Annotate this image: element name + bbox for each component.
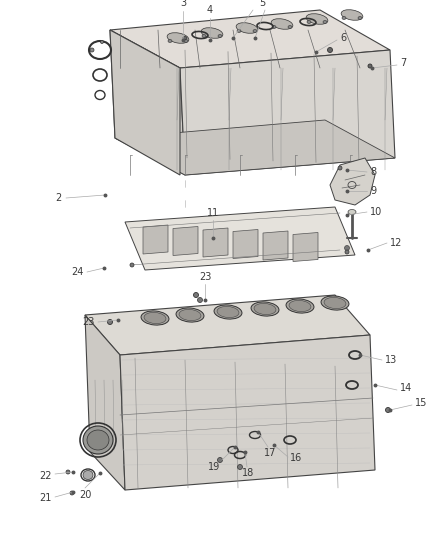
- Ellipse shape: [289, 301, 311, 312]
- Ellipse shape: [87, 430, 109, 450]
- Ellipse shape: [107, 319, 113, 325]
- Ellipse shape: [83, 426, 113, 454]
- Ellipse shape: [218, 457, 223, 463]
- Text: 24: 24: [72, 267, 84, 277]
- Ellipse shape: [130, 263, 134, 267]
- Ellipse shape: [288, 26, 292, 28]
- Ellipse shape: [167, 33, 189, 43]
- Ellipse shape: [251, 302, 279, 316]
- Polygon shape: [293, 232, 318, 262]
- Ellipse shape: [70, 491, 74, 495]
- Ellipse shape: [100, 41, 103, 44]
- Ellipse shape: [236, 23, 258, 33]
- Ellipse shape: [368, 64, 372, 68]
- Ellipse shape: [345, 250, 349, 254]
- Polygon shape: [203, 228, 228, 257]
- Text: 13: 13: [385, 355, 397, 365]
- Ellipse shape: [202, 35, 206, 37]
- Polygon shape: [110, 30, 185, 175]
- Text: 18: 18: [242, 468, 254, 478]
- Text: 19: 19: [208, 462, 220, 472]
- Ellipse shape: [342, 17, 346, 20]
- Text: 22: 22: [39, 471, 52, 481]
- Ellipse shape: [237, 464, 243, 470]
- Text: 11: 11: [207, 208, 219, 218]
- Ellipse shape: [306, 14, 328, 25]
- Ellipse shape: [328, 47, 332, 52]
- Ellipse shape: [83, 471, 93, 480]
- Text: 21: 21: [39, 493, 52, 503]
- Polygon shape: [263, 231, 288, 260]
- Ellipse shape: [218, 35, 222, 37]
- Polygon shape: [115, 120, 395, 175]
- Polygon shape: [85, 295, 370, 355]
- Ellipse shape: [184, 39, 188, 43]
- Text: 14: 14: [400, 383, 412, 393]
- Text: 16: 16: [290, 453, 302, 463]
- Ellipse shape: [324, 297, 346, 309]
- Polygon shape: [180, 50, 395, 175]
- Text: 12: 12: [390, 238, 403, 248]
- Text: 2: 2: [56, 193, 62, 203]
- Ellipse shape: [272, 26, 276, 28]
- Text: 3: 3: [180, 0, 186, 8]
- Ellipse shape: [271, 19, 293, 29]
- Polygon shape: [173, 227, 198, 255]
- Text: 6: 6: [340, 33, 346, 43]
- Ellipse shape: [168, 39, 172, 43]
- Text: 20: 20: [79, 490, 91, 500]
- Ellipse shape: [176, 308, 204, 322]
- Polygon shape: [85, 315, 125, 490]
- Polygon shape: [233, 230, 258, 259]
- Text: 7: 7: [400, 58, 406, 68]
- Text: 17: 17: [264, 448, 276, 458]
- Polygon shape: [125, 207, 355, 270]
- Ellipse shape: [194, 293, 198, 297]
- Ellipse shape: [183, 36, 187, 39]
- Ellipse shape: [144, 312, 166, 324]
- Ellipse shape: [254, 303, 276, 314]
- Ellipse shape: [338, 166, 342, 170]
- Ellipse shape: [237, 29, 241, 33]
- Text: 23: 23: [199, 272, 211, 282]
- Ellipse shape: [323, 20, 327, 23]
- Ellipse shape: [201, 28, 223, 38]
- Text: 15: 15: [415, 398, 427, 408]
- Ellipse shape: [141, 311, 169, 325]
- Ellipse shape: [341, 10, 363, 20]
- Ellipse shape: [307, 20, 311, 23]
- Text: 10: 10: [370, 207, 382, 217]
- Ellipse shape: [90, 48, 94, 52]
- Ellipse shape: [345, 246, 350, 251]
- Polygon shape: [143, 225, 168, 254]
- Ellipse shape: [253, 29, 257, 33]
- Ellipse shape: [217, 306, 239, 318]
- Ellipse shape: [348, 209, 356, 214]
- Polygon shape: [110, 30, 180, 175]
- Polygon shape: [120, 335, 375, 490]
- Polygon shape: [330, 158, 375, 205]
- Ellipse shape: [66, 470, 70, 474]
- Polygon shape: [110, 10, 390, 68]
- Ellipse shape: [321, 296, 349, 310]
- Ellipse shape: [286, 299, 314, 313]
- Ellipse shape: [179, 310, 201, 320]
- Text: 5: 5: [259, 0, 265, 8]
- Text: 4: 4: [207, 5, 213, 15]
- Ellipse shape: [358, 17, 362, 20]
- Text: 9: 9: [370, 186, 376, 196]
- Text: 23: 23: [83, 317, 95, 327]
- Ellipse shape: [214, 305, 242, 319]
- Text: 8: 8: [370, 167, 376, 177]
- Ellipse shape: [198, 297, 202, 303]
- Ellipse shape: [385, 408, 391, 413]
